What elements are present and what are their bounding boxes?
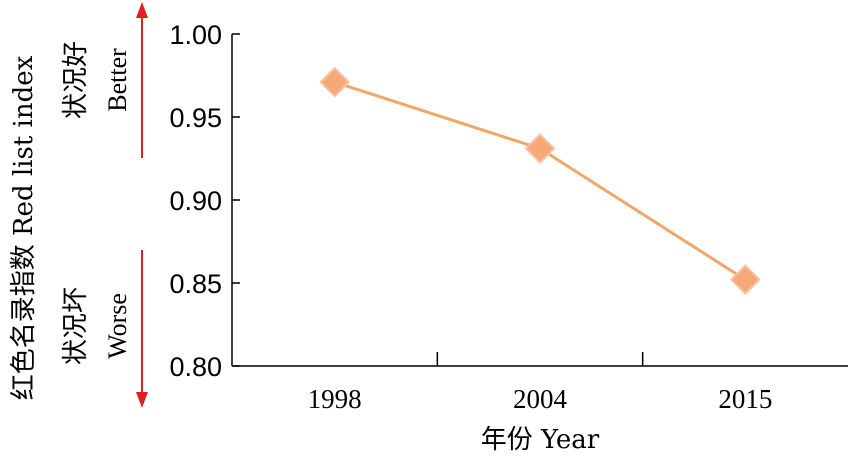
x-axis-title: 年份 Year [481,425,600,455]
y-tick-label: 0.95 [169,103,222,133]
worse-arrow [136,250,148,408]
worse-cn-label: 状况坏 [61,287,91,365]
data-point-marker [319,66,351,98]
x-ticks: 1998 2004 2015 [308,352,772,414]
y-tick-label: 1.00 [169,20,222,50]
series-line [319,66,761,296]
y-axis-title: 红色名录指数 Red list index [9,55,39,400]
y-tick-label: 0.85 [169,269,222,299]
worse-en-label: Worse [103,293,132,359]
better-cn-label: 状况好 [61,41,91,119]
y-tick-label: 0.80 [169,352,222,382]
data-point-marker [524,133,556,164]
data-point-marker [729,264,761,296]
x-tick-label: 2015 [718,384,772,414]
data-line [334,80,747,281]
y-ticks: 0.80 0.85 0.90 0.95 1.00 [169,20,240,382]
y-tick-label: 0.90 [169,186,222,216]
better-en-label: Better [103,48,132,112]
x-tick-label: 2004 [513,384,568,414]
better-arrow [136,2,148,158]
x-tick-label: 1998 [308,384,362,414]
